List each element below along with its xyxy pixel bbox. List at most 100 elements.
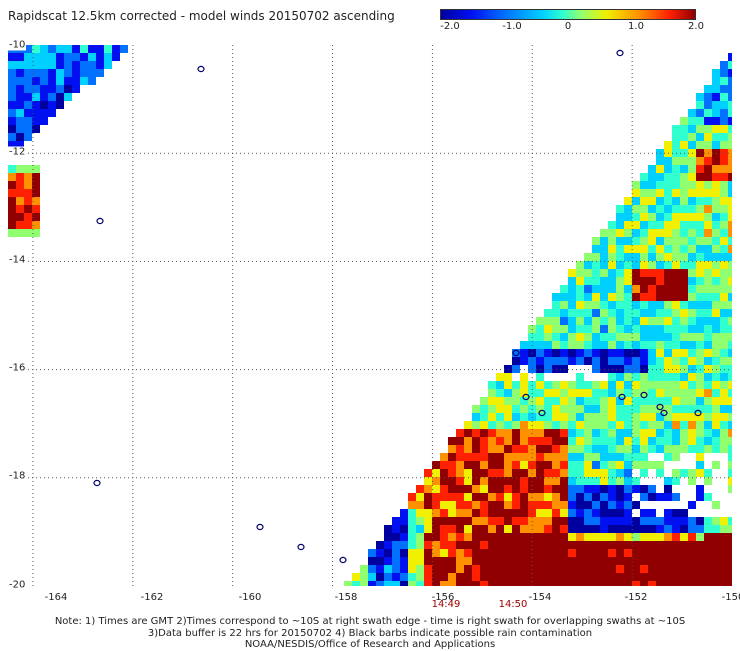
data-cell [656, 181, 664, 189]
data-cell [440, 541, 448, 549]
data-cell [720, 317, 728, 325]
data-cell [664, 477, 672, 485]
data-cell [688, 373, 696, 381]
data-cell [656, 341, 664, 349]
data-cell [616, 205, 624, 213]
data-cell [720, 557, 728, 565]
data-cell [680, 341, 688, 349]
data-cell [648, 173, 656, 181]
data-cell [640, 413, 648, 421]
data-cell [712, 421, 720, 429]
data-cell [496, 397, 504, 405]
data-cell [712, 101, 720, 109]
data-cell [720, 525, 728, 533]
data-cell [568, 565, 576, 573]
data-cell [656, 261, 664, 269]
data-cell [648, 197, 656, 205]
data-cell [704, 109, 712, 117]
data-cell [672, 293, 680, 301]
data-cell [568, 445, 576, 453]
data-cell [600, 261, 608, 269]
data-cell [720, 109, 728, 117]
data-cell [448, 549, 456, 557]
data-cell [520, 477, 528, 485]
data-cell [704, 549, 712, 557]
data-cell [400, 573, 408, 581]
data-cell [424, 573, 432, 581]
data-cell [696, 429, 704, 437]
data-cell [720, 533, 728, 541]
data-cell [600, 309, 608, 317]
data-cell [560, 533, 568, 541]
data-cell [568, 413, 576, 421]
data-cell [504, 509, 512, 517]
data-cell [688, 429, 696, 437]
data-cell [440, 453, 448, 461]
data-cell [648, 541, 656, 549]
data-cell [624, 365, 632, 373]
data-cell [104, 53, 112, 61]
data-cell [648, 517, 656, 525]
data-cell [472, 533, 480, 541]
data-cell [624, 525, 632, 533]
data-cell [672, 189, 680, 197]
data-cell [432, 485, 440, 493]
data-cell [664, 549, 672, 557]
data-cell [392, 533, 400, 541]
data-cell [672, 373, 680, 381]
data-cell [488, 517, 496, 525]
data-cell [544, 413, 552, 421]
data-cell [576, 317, 584, 325]
island-outline [656, 403, 664, 411]
data-cell [616, 509, 624, 517]
data-cell [440, 501, 448, 509]
data-cell [648, 381, 656, 389]
data-cell [600, 573, 608, 581]
data-cell [728, 541, 732, 549]
data-cell [664, 405, 672, 413]
swath-time-label: 14:50 [498, 599, 528, 610]
data-cell [712, 109, 720, 117]
data-cell [672, 285, 680, 293]
data-cell [600, 485, 608, 493]
data-cell [48, 61, 56, 69]
data-cell [496, 381, 504, 389]
data-cell [504, 581, 512, 586]
data-cell [96, 53, 104, 61]
data-cell [648, 293, 656, 301]
data-cell [720, 205, 728, 213]
data-cell [592, 517, 600, 525]
data-cell [672, 397, 680, 405]
data-cell [704, 93, 712, 101]
data-cell [456, 581, 464, 586]
data-cell [544, 349, 552, 357]
data-cell [640, 229, 648, 237]
data-cell [416, 581, 424, 586]
data-cell [608, 533, 616, 541]
data-cell [544, 533, 552, 541]
data-cell [416, 533, 424, 541]
data-cell [656, 413, 664, 421]
data-cell [720, 245, 728, 253]
data-cell [512, 493, 520, 501]
data-cell [568, 341, 576, 349]
data-cell [600, 365, 608, 373]
data-cell [608, 485, 616, 493]
data-cell [536, 533, 544, 541]
data-cell [720, 581, 728, 586]
data-cell [536, 429, 544, 437]
data-cell [648, 485, 656, 493]
data-cell [728, 109, 732, 117]
data-cell [688, 117, 696, 125]
data-cell [72, 45, 80, 53]
data-cell [496, 557, 504, 565]
data-cell [512, 357, 520, 365]
data-cell [584, 437, 592, 445]
data-cell [8, 181, 16, 189]
data-cell [624, 557, 632, 565]
data-cell [16, 53, 24, 61]
data-cell [728, 77, 732, 85]
data-cell [616, 469, 624, 477]
data-cell [576, 389, 584, 397]
data-cell [584, 453, 592, 461]
